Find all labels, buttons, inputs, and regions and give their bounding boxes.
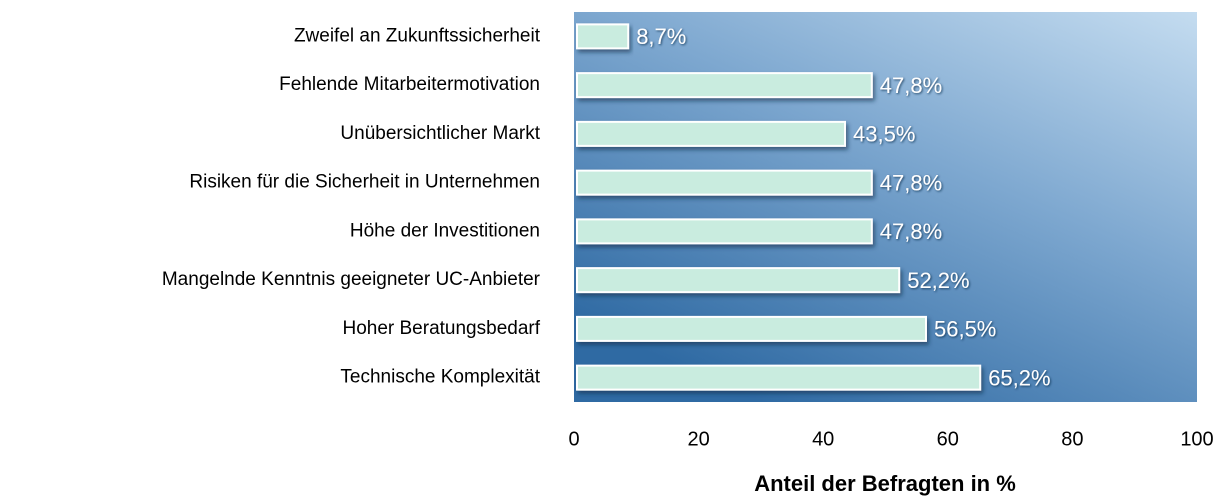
y-tick-label: Unübersichtlicher Markt xyxy=(340,123,540,144)
x-tick-label: 40 xyxy=(812,428,834,450)
bar xyxy=(576,364,982,391)
bar xyxy=(576,169,873,196)
y-tick-label: Hoher Beratungsbedarf xyxy=(342,318,540,339)
bar xyxy=(576,267,901,294)
x-tick-label: 60 xyxy=(937,428,959,450)
bar xyxy=(576,218,873,245)
x-axis-label: Anteil der Befragten in % xyxy=(754,471,1016,496)
value-label: 8,7% xyxy=(636,24,686,49)
bar xyxy=(576,23,630,50)
value-label: 52,2% xyxy=(907,268,969,293)
value-label: 56,5% xyxy=(934,317,996,342)
y-tick-label: Technische Komplexität xyxy=(340,367,540,388)
value-label: 47,8% xyxy=(880,73,942,98)
bar xyxy=(576,120,847,147)
x-tick-label: 20 xyxy=(687,428,709,450)
value-label: 47,8% xyxy=(880,219,942,244)
x-tick-label: 80 xyxy=(1061,428,1083,450)
x-tick-label: 100 xyxy=(1180,428,1213,450)
bar xyxy=(576,315,927,342)
plot-area xyxy=(574,12,1197,402)
x-tick-label: 0 xyxy=(568,428,579,450)
y-tick-label: Risiken für die Sicherheit in Unternehme… xyxy=(189,172,540,193)
y-tick-label: Fehlende Mitarbeitermotivation xyxy=(279,74,540,95)
y-tick-label: Zweifel an Zukunftssicherheit xyxy=(294,25,541,46)
value-label: 43,5% xyxy=(853,122,915,147)
y-tick-label: Mangelnde Kenntnis geeigneter UC-Anbiete… xyxy=(162,269,541,290)
value-label: 65,2% xyxy=(988,365,1050,390)
value-label: 47,8% xyxy=(880,170,942,195)
bar xyxy=(576,72,873,99)
y-tick-label: Höhe der Investitionen xyxy=(350,220,540,241)
